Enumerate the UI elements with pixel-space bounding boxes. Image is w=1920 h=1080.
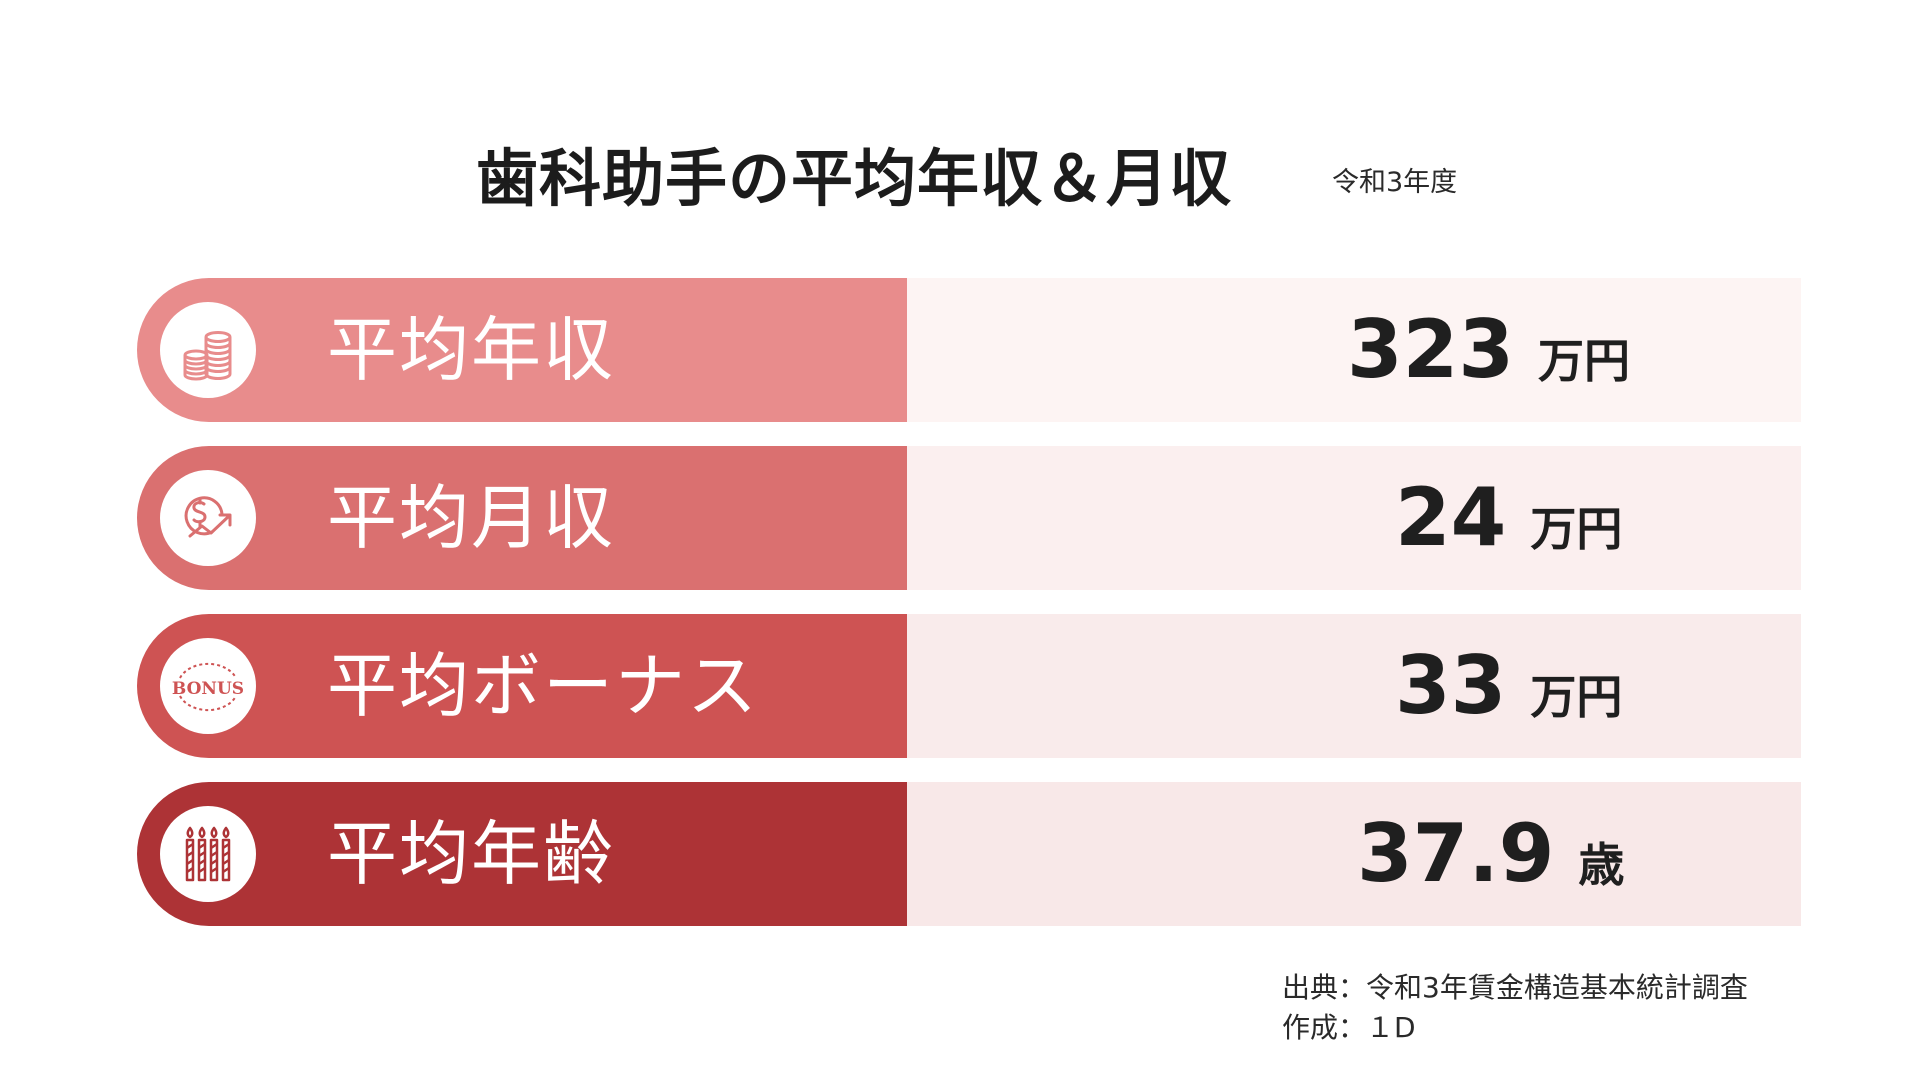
stat-label-panel: 平均年収 — [137, 278, 907, 422]
stat-unit: 歳 — [1578, 838, 1625, 892]
stat-label: 平均年収 — [327, 309, 615, 391]
stat-number: 33 — [1395, 639, 1507, 732]
stat-number: 37.9 — [1357, 807, 1555, 900]
coins-icon — [160, 302, 256, 398]
stat-label-panel: 平均年齢 — [137, 782, 907, 926]
bonus-stamp-icon: BONUS — [160, 638, 256, 734]
stat-number: 323 — [1347, 303, 1514, 396]
stat-value-panel: 33 万円 — [907, 614, 1801, 758]
stat-value-panel: 24 万円 — [907, 446, 1801, 590]
candles-icon — [160, 806, 256, 902]
stat-unit: 万円 — [1530, 670, 1623, 724]
stat-value: 323 万円 — [1347, 304, 1630, 396]
stat-value: 33 万円 — [1395, 640, 1622, 732]
stat-label: 平均年齢 — [327, 813, 615, 895]
stat-label-panel: 平均月収 — [137, 446, 907, 590]
page-subtitle: 令和3年度 — [1332, 167, 1458, 198]
stat-number: 24 — [1395, 471, 1507, 564]
stat-row-monthly-income: 平均月収 24 万円 — [137, 446, 1801, 590]
header: 歯科助手の平均年収＆月収 令和3年度 — [0, 118, 1920, 218]
source-note: 出典：令和3年賃金構造基本統計調査 — [1282, 971, 1748, 1004]
stat-label-panel: BONUS 平均ボーナス — [137, 614, 907, 758]
stat-label: 平均ボーナス — [327, 645, 759, 727]
stat-unit: 万円 — [1530, 502, 1623, 556]
stat-value: 24 万円 — [1395, 472, 1622, 564]
stat-row-age: 平均年齢 37.9 歳 — [137, 782, 1801, 926]
stat-value-panel: 323 万円 — [907, 278, 1801, 422]
stat-value-panel: 37.9 歳 — [907, 782, 1801, 926]
page-title: 歯科助手の平均年収＆月収 — [476, 142, 1233, 215]
stat-value: 37.9 歳 — [1357, 808, 1624, 900]
bonus-stamp-text: BONUS — [172, 679, 244, 699]
stat-unit: 万円 — [1538, 334, 1630, 388]
stat-row-bonus: BONUS 平均ボーナス 33 万円 — [137, 614, 1801, 758]
author-note: 作成：１D — [1282, 1011, 1416, 1044]
stat-label: 平均月収 — [327, 477, 615, 559]
footer: 出典：令和3年賃金構造基本統計調査 作成：１D — [1282, 968, 1748, 1048]
stat-row-annual-income: 平均年収 323 万円 — [137, 278, 1801, 422]
dollar-growth-icon — [160, 470, 256, 566]
